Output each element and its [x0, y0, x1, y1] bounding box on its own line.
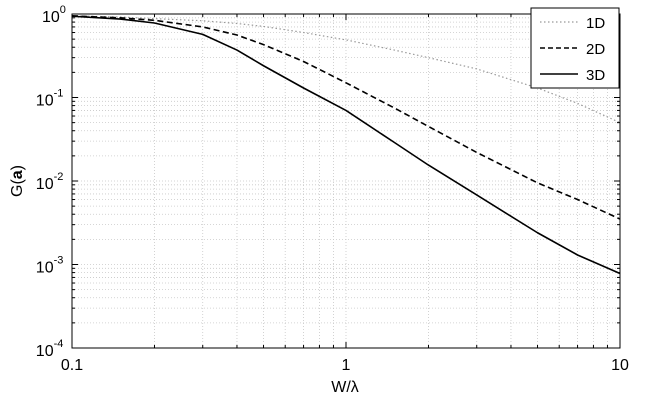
- y-tick-label-base: 10: [36, 176, 54, 193]
- y-tick-label-base: 10: [36, 93, 54, 110]
- y-axis-label-suffix: ): [9, 165, 26, 170]
- y-tick-label-exponent: -2: [54, 171, 64, 183]
- x-tick-label: 1: [342, 357, 351, 374]
- y-tick-label: 10 0: [42, 4, 66, 26]
- legend-label-3d: 3D: [586, 67, 605, 84]
- y-tick-label-exponent: -3: [54, 255, 64, 267]
- y-tick-label-exponent: -1: [54, 88, 64, 100]
- y-tick-label-base: 10: [36, 260, 54, 277]
- legend-label-1d: 1D: [586, 15, 605, 32]
- y-axis-label-prefix: G(: [9, 179, 26, 197]
- y-axis-label: G(a): [9, 165, 26, 197]
- x-axis-label: W/λ: [331, 379, 359, 396]
- y-axis-label-bold: a: [9, 170, 26, 179]
- y-tick-label: 10 -3: [36, 255, 64, 277]
- y-tick-label: 10 -1: [36, 88, 64, 110]
- series-layer: [71, 15, 621, 275]
- x-tick-label: 10: [611, 357, 629, 374]
- legend: 1D 2D 3D: [530, 7, 620, 89]
- legend-label-2d: 2D: [586, 41, 605, 58]
- y-tick-label: 10 -2: [36, 171, 64, 193]
- series-line-2d: [71, 15, 621, 220]
- y-tick-label-exponent: 0: [60, 4, 66, 16]
- x-tick-label: 0.1: [61, 357, 83, 374]
- y-tick-label-base: 10: [42, 9, 60, 26]
- y-tick-label-base: 10: [36, 343, 54, 360]
- series-line-3d: [71, 15, 621, 275]
- y-tick-label: 10 -4: [36, 338, 64, 360]
- y-tick-label-exponent: -4: [54, 338, 64, 350]
